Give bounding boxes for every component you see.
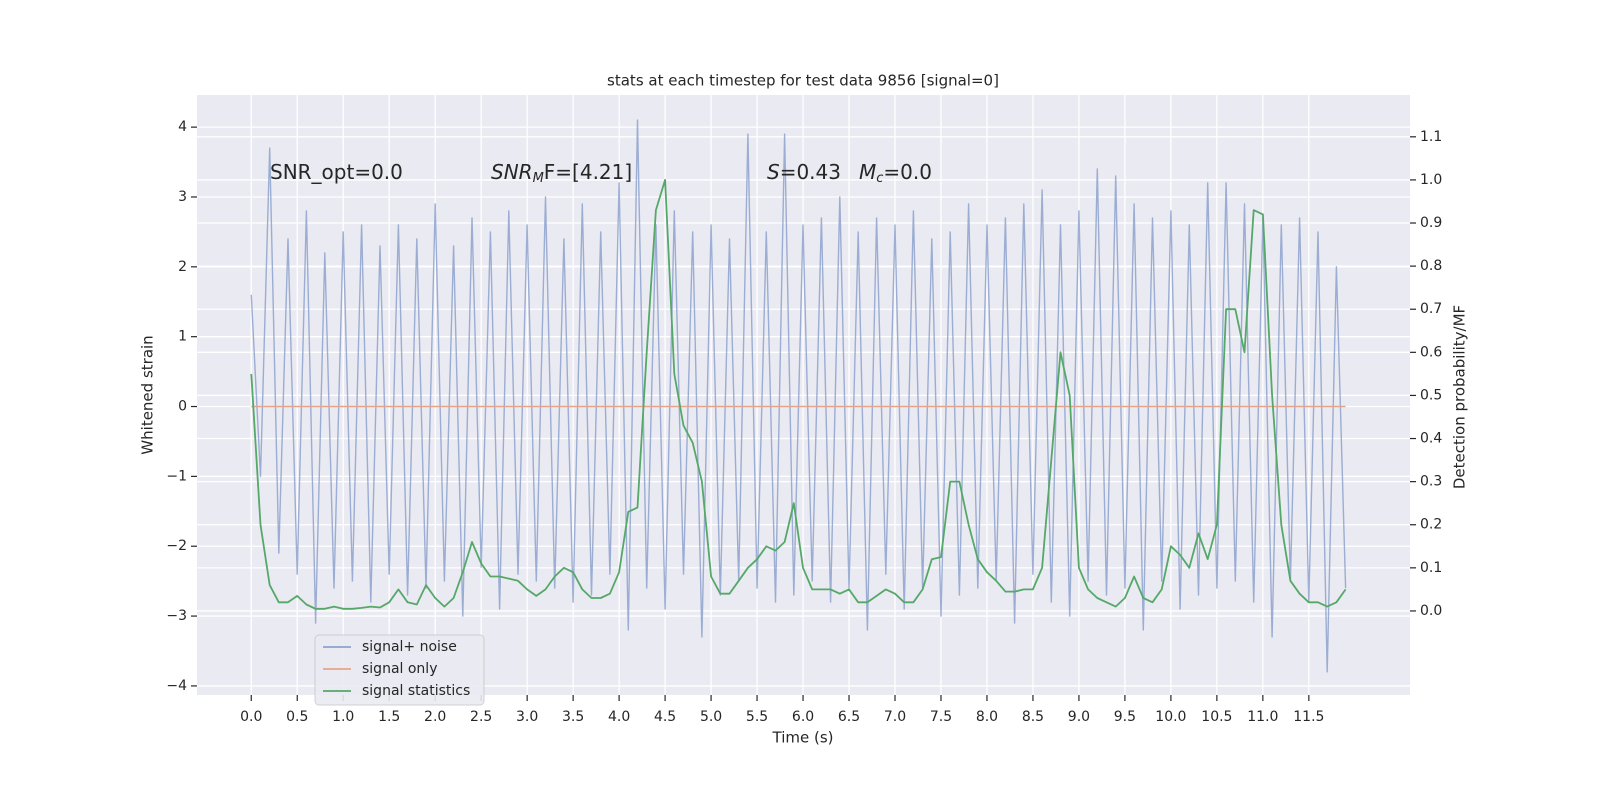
y-tick-label: 3: [178, 189, 187, 205]
x-tick-label: 11.5: [1293, 709, 1324, 725]
y-tick-label: 4: [178, 119, 187, 135]
x-tick-label: 6.0: [792, 709, 814, 725]
y-axis-label: Whitened strain: [139, 335, 157, 454]
annotation-part: S: [767, 160, 780, 184]
x-tick-label: 6.5: [838, 709, 860, 725]
annotation-part: F=[4.21]: [544, 160, 632, 184]
annotation: Mc=0.0: [859, 160, 932, 186]
series-line: [250, 119, 1347, 673]
legend-label: signal statistics: [362, 683, 470, 699]
x-tick-label: 2.5: [470, 709, 492, 725]
legend-label: signal+ noise: [362, 639, 457, 655]
y2-tick-label: 0.1: [1420, 560, 1442, 576]
x-tick-label: 1.5: [378, 709, 400, 725]
annotation-part: =0.43: [780, 160, 841, 184]
y2-tick-label: 0.5: [1420, 387, 1442, 403]
y-tick-label: 2: [178, 259, 187, 275]
y2-tick-label: 1.1: [1420, 129, 1442, 145]
annotation-part: c: [876, 171, 883, 186]
y-tick-label: 0: [178, 399, 187, 415]
x-axis-label: Time (s): [772, 729, 834, 747]
annotation-part: =0.0: [883, 160, 932, 184]
y2-tick-label: 1.0: [1420, 172, 1442, 188]
x-tick-label: 5.5: [746, 709, 768, 725]
y2-tick-label: 0.8: [1420, 258, 1442, 274]
y2-tick-label: 0.9: [1420, 215, 1442, 231]
x-tick-label: 8.5: [1022, 709, 1044, 725]
x-tick-label: 3.5: [562, 709, 584, 725]
legend-label: signal only: [362, 661, 437, 677]
y-tick-label: −2: [166, 538, 187, 554]
x-tick-label: 5.0: [700, 709, 722, 725]
x-tick-label: 7.0: [884, 709, 906, 725]
x-tick-label: 2.0: [424, 709, 446, 725]
x-tick-label: 9.5: [1114, 709, 1136, 725]
annotation-part: SNR_opt=0.0: [270, 160, 403, 184]
annotation: S=0.43: [767, 160, 841, 184]
y2-tick-label: 0.7: [1420, 301, 1442, 317]
x-tick-label: 4.5: [654, 709, 676, 725]
annotation: SNRMF=[4.21]: [491, 160, 632, 186]
x-tick-label: 4.0: [608, 709, 630, 725]
x-tick-label: 0.0: [240, 709, 262, 725]
annotation: SNR_opt=0.0: [270, 160, 403, 184]
y-tick-label: −1: [166, 468, 187, 484]
x-tick-label: 8.0: [976, 709, 998, 725]
x-tick-label: 1.0: [332, 709, 354, 725]
legend-box: [314, 634, 485, 706]
x-tick-label: 10.0: [1155, 709, 1186, 725]
y2-tick-label: 0.0: [1420, 603, 1442, 619]
y-tick-label: 1: [178, 329, 187, 345]
y2-tick-label: 0.2: [1420, 517, 1442, 533]
annotation-part: SNR: [491, 160, 533, 184]
y2-tick-label: 0.6: [1420, 344, 1442, 360]
annotation-part: M: [533, 171, 544, 186]
series-line: [250, 179, 1347, 610]
x-tick-label: 3.0: [516, 709, 538, 725]
x-tick-label: 9.0: [1068, 709, 1090, 725]
y2-tick-label: 0.4: [1420, 431, 1442, 447]
y-tick-label: −3: [166, 608, 187, 624]
x-tick-label: 7.5: [930, 709, 952, 725]
y2-axis-label: Detection probability/MF: [1451, 305, 1469, 489]
annotation-part: M: [859, 160, 876, 184]
x-tick-label: 0.5: [286, 709, 308, 725]
y-tick-label: −4: [166, 678, 187, 694]
y2-tick-label: 0.3: [1420, 474, 1442, 490]
chart-title: stats at each timestep for test data 985…: [607, 72, 999, 90]
x-tick-label: 10.5: [1201, 709, 1232, 725]
x-tick-label: 11.0: [1247, 709, 1278, 725]
